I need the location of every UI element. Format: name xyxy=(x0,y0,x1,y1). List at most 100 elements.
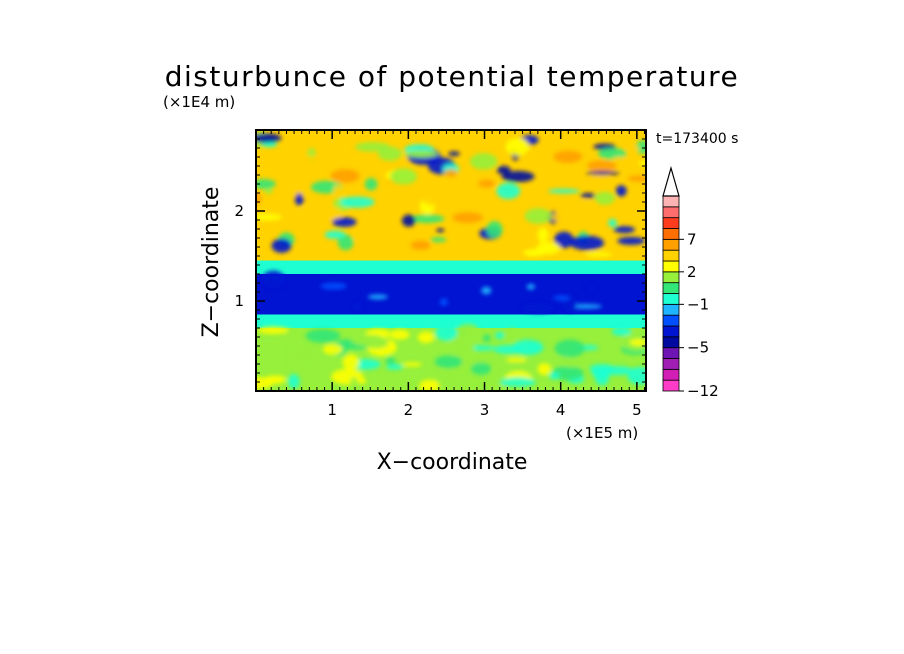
colorbar-extend-arrow xyxy=(662,165,680,197)
field-patch xyxy=(501,170,535,183)
field-patch xyxy=(430,237,447,243)
colorbar-segment xyxy=(662,195,680,208)
field-patch xyxy=(554,339,585,358)
field-patch xyxy=(377,146,402,161)
field-patch xyxy=(629,338,646,346)
field-patch xyxy=(481,286,492,295)
field-patch xyxy=(612,156,630,164)
colorbar-label: −1 xyxy=(687,295,709,313)
field-patch xyxy=(448,151,460,157)
y-tick-label: 1 xyxy=(234,292,244,310)
field-patch xyxy=(339,196,375,208)
colorbar-segment xyxy=(662,293,680,305)
field-patch xyxy=(615,185,627,197)
field-patch xyxy=(587,160,617,172)
y-axis-title: Z−coordinate xyxy=(199,187,224,338)
field-patch xyxy=(625,145,641,152)
y-unit-label: (×1E4 m) xyxy=(163,93,235,111)
plot-frame xyxy=(255,129,647,392)
field-patch xyxy=(635,140,646,154)
field-patch xyxy=(284,328,294,342)
x-tick-label: 2 xyxy=(404,401,414,419)
field-patch xyxy=(404,150,439,158)
x-tick-label: 5 xyxy=(632,401,642,419)
field-patch xyxy=(256,179,276,189)
field-patch xyxy=(330,169,360,183)
field-patch xyxy=(402,362,423,367)
field-patch xyxy=(333,184,343,199)
field-patch xyxy=(586,170,620,176)
field-patch xyxy=(337,234,354,251)
field-patch xyxy=(434,369,462,386)
field-patch xyxy=(386,364,404,370)
field-patch xyxy=(505,138,530,156)
field-patch xyxy=(350,377,359,386)
field-patch xyxy=(505,328,518,341)
field-patch xyxy=(323,206,342,221)
colorbar-segment xyxy=(662,368,680,381)
field-patch xyxy=(551,365,584,381)
field-patch xyxy=(256,377,273,390)
x-tick-label: 3 xyxy=(480,401,490,419)
field-patch xyxy=(297,155,330,169)
field-patch xyxy=(523,249,545,257)
field-patch xyxy=(352,236,374,241)
x-unit-label: (×1E5 m) xyxy=(566,424,638,442)
field-patch xyxy=(290,357,309,366)
field-patch xyxy=(617,236,646,245)
chart-title: disturbunce of potential temperature xyxy=(165,60,740,93)
x-axis-title: X−coordinate xyxy=(377,450,528,475)
y-axis: 12 xyxy=(234,138,646,383)
field-patch xyxy=(580,193,596,199)
field-patch xyxy=(480,250,499,256)
colorbar-label: 7 xyxy=(687,230,697,248)
field-patch xyxy=(553,295,570,301)
field-patch xyxy=(549,372,560,380)
field-patch xyxy=(261,142,278,148)
colorbar-segment xyxy=(662,314,680,327)
field-patch xyxy=(296,208,322,225)
field-patch xyxy=(389,329,410,340)
field-patch xyxy=(364,178,378,191)
field-patch xyxy=(537,227,549,243)
field-patch xyxy=(271,238,292,253)
y-tick-label: 2 xyxy=(234,202,244,220)
field-patch xyxy=(401,214,416,227)
colorbar-segment xyxy=(662,303,680,316)
field-patch xyxy=(262,270,285,288)
field-patch xyxy=(452,212,484,224)
field-patch xyxy=(517,360,534,371)
field-patch xyxy=(410,240,431,250)
field-patch xyxy=(585,252,613,257)
field-band xyxy=(256,260,646,274)
field-patch xyxy=(575,201,595,213)
field-patch xyxy=(288,374,300,389)
colorbar-segment xyxy=(662,325,680,338)
x-tick-label: 4 xyxy=(556,401,566,419)
field-patch xyxy=(486,221,503,238)
field-patch xyxy=(627,175,646,182)
colorbar-segment xyxy=(662,217,680,229)
field-patch xyxy=(540,147,562,154)
field-patch xyxy=(256,213,283,221)
field-patch xyxy=(292,187,306,197)
colorbar-segment xyxy=(662,282,680,294)
field-patch xyxy=(638,160,646,167)
field-patch xyxy=(558,358,585,368)
field-band xyxy=(256,314,646,328)
field-patch xyxy=(608,218,617,228)
colorbar-segment xyxy=(662,347,680,359)
heatmap-blobs xyxy=(256,131,646,391)
field-patch xyxy=(611,326,632,336)
field-patch xyxy=(257,326,289,334)
field-patch xyxy=(419,379,440,391)
field-patch xyxy=(469,153,498,170)
field-patch xyxy=(598,148,627,160)
field-patch xyxy=(286,349,317,360)
field-patch xyxy=(436,228,445,233)
colorbar-segment xyxy=(662,358,680,370)
field-patch xyxy=(434,355,463,369)
colorbar-segment xyxy=(662,336,680,349)
field-patch xyxy=(526,283,536,290)
